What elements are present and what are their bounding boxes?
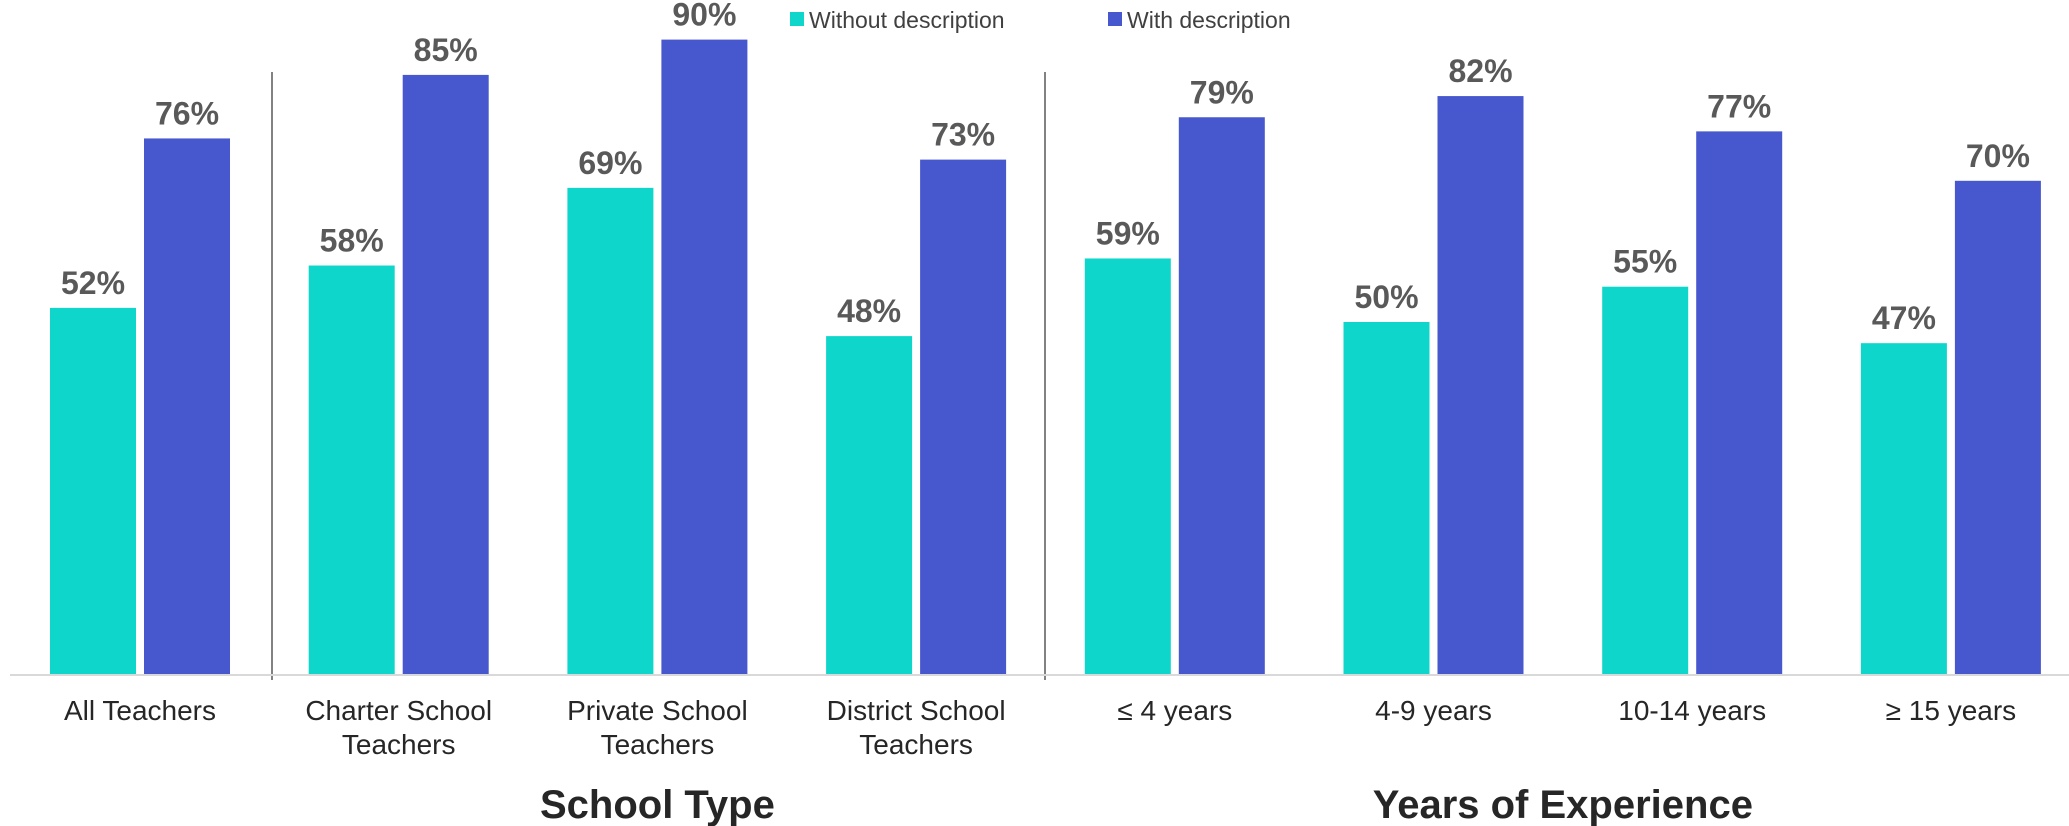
category-label: ≤ 4 years: [1117, 695, 1232, 726]
category-label: Private School: [567, 695, 748, 726]
bar-without-description: [1860, 343, 1947, 675]
category-label: Teachers: [859, 729, 973, 760]
value-label: 77%: [1707, 88, 1771, 124]
legend-swatch: [1108, 12, 1122, 26]
value-label: 73%: [931, 117, 995, 153]
bar-without-description: [1343, 322, 1430, 675]
value-label: 82%: [1448, 53, 1512, 89]
bar-with-description: [1696, 131, 1783, 675]
category-labels: All Teachers Charter SchoolTeachersPrivat…: [64, 695, 2016, 760]
bar-with-description: [1178, 117, 1265, 675]
legend-swatch: [790, 12, 804, 26]
value-label: 85%: [414, 32, 478, 68]
legend-label: With description: [1127, 7, 1291, 33]
group-label: School Type: [540, 783, 775, 826]
value-label: 58%: [320, 223, 384, 259]
bar-with-description: [1437, 96, 1524, 675]
group-labels: School Type Years of Experience: [540, 783, 1753, 826]
bar-without-description: [567, 187, 654, 676]
bar-with-description: [144, 138, 230, 675]
value-label: 76%: [155, 95, 219, 131]
value-label: 50%: [1354, 279, 1418, 315]
category-label: All Teachers: [64, 695, 216, 726]
bar-with-description: [920, 159, 1007, 675]
bar-with-description: [402, 74, 489, 675]
category-label: Teachers: [601, 729, 715, 760]
category-label: Teachers: [342, 729, 456, 760]
category-label: Charter School: [305, 695, 492, 726]
value-label: 48%: [837, 293, 901, 329]
bar-without-description: [1084, 258, 1171, 675]
bar-without-description: [1602, 286, 1689, 675]
legend: Without description With description: [790, 7, 1291, 33]
value-label: 59%: [1096, 215, 1160, 251]
bar-with-description: [661, 39, 748, 676]
bar-with-description: [1954, 180, 2041, 676]
bars: [50, 39, 2041, 676]
group-separators: [271, 72, 1046, 680]
value-labels: 52% 76% 58% 85% 69% 90% 48% 73% 59% 79% 50% 82% 55% 7…: [61, 0, 2030, 336]
value-label: 79%: [1190, 74, 1254, 110]
value-label: 69%: [578, 145, 642, 181]
legend-label: Without description: [809, 7, 1005, 33]
category-label: ≥ 15 years: [1886, 695, 2017, 726]
value-label: 47%: [1872, 300, 1936, 336]
value-label: 90%: [672, 0, 736, 33]
bar-without-description: [50, 307, 136, 675]
group-label: Years of Experience: [1373, 783, 1753, 826]
category-label: 10-14 years: [1618, 695, 1766, 726]
value-label: 70%: [1966, 138, 2030, 174]
bar-without-description: [826, 336, 913, 675]
value-label: 55%: [1613, 244, 1677, 280]
value-label: 52%: [61, 265, 125, 301]
category-label: District School: [827, 695, 1006, 726]
category-label: 4-9 years: [1375, 695, 1492, 726]
bar-without-description: [308, 265, 395, 675]
